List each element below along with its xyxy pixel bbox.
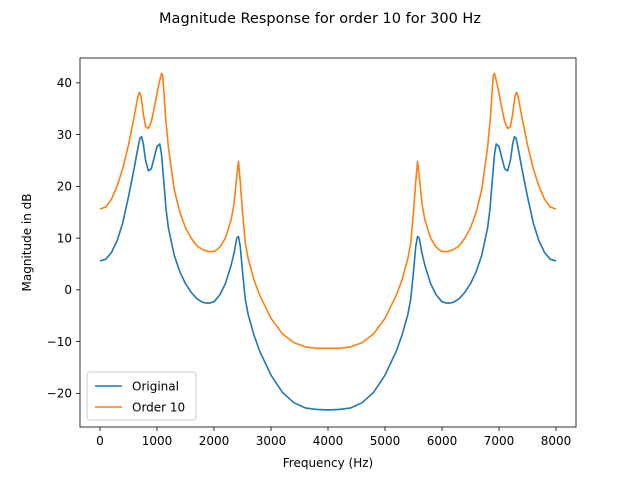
x-axis-ticks: 0 1000 2000 3000 4000 5000 6000 7000 8000 [96, 427, 571, 448]
y-axis-label: Magnitude in dB [20, 194, 34, 292]
series-line-original [99, 135, 557, 411]
x-tick-label: 5000 [370, 434, 401, 448]
y-tick-label: 30 [57, 128, 72, 142]
y-tick-label: 0 [64, 283, 72, 297]
x-tick-label: 0 [96, 434, 104, 448]
x-axis-label: Frequency (Hz) [283, 456, 374, 470]
y-tick-label: 20 [57, 180, 72, 194]
y-axis-ticks: −20 −10 0 10 20 30 40 [47, 76, 80, 401]
x-tick-label: 2000 [199, 434, 230, 448]
y-tick-label: 10 [57, 231, 72, 245]
chart-title: Magnitude Response for order 10 for 300 … [159, 11, 481, 27]
x-tick-label: 3000 [256, 434, 287, 448]
legend-label-original: Original [132, 380, 179, 394]
x-tick-label: 7000 [484, 434, 515, 448]
legend: Original Order 10 [86, 371, 197, 421]
x-tick-label: 8000 [541, 434, 572, 448]
x-tick-label: 4000 [313, 434, 344, 448]
y-tick-label: −10 [47, 335, 72, 349]
x-tick-label: 1000 [142, 434, 173, 448]
y-tick-label: 40 [57, 76, 72, 90]
legend-label-order-10: Order 10 [132, 401, 185, 415]
y-tick-label: −20 [47, 387, 72, 401]
x-tick-label: 6000 [427, 434, 458, 448]
legend-box [86, 371, 197, 421]
series-line-order-10 [99, 72, 557, 350]
series-layer [99, 72, 557, 411]
